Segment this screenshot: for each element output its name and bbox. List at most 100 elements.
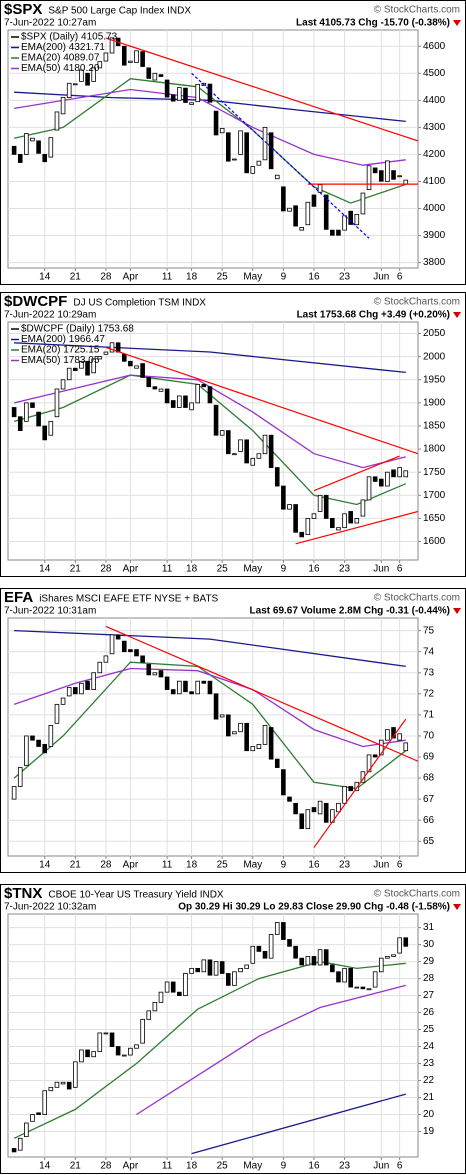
candle-body bbox=[121, 45, 127, 66]
candle-body bbox=[219, 128, 225, 134]
x-tick-label: 11 bbox=[162, 860, 173, 871]
x-tick-label: 9 bbox=[281, 564, 287, 575]
candle-body bbox=[372, 167, 378, 174]
candle-body bbox=[97, 356, 103, 360]
candle-body bbox=[262, 725, 268, 745]
candle-body bbox=[391, 954, 396, 957]
candle-body bbox=[11, 786, 17, 800]
y-tick-label: 68 bbox=[423, 773, 435, 784]
candle-body bbox=[274, 467, 280, 487]
candle-body bbox=[85, 360, 90, 376]
trendline bbox=[313, 455, 400, 492]
candle-body bbox=[378, 478, 384, 487]
candle-body bbox=[17, 154, 23, 163]
candle-body bbox=[183, 680, 188, 693]
candle-body bbox=[385, 471, 390, 487]
candle-body bbox=[287, 939, 292, 947]
x-tick-label: 25 bbox=[217, 860, 229, 871]
candle-body bbox=[330, 229, 335, 236]
candle-body bbox=[73, 367, 78, 371]
candle-body bbox=[354, 986, 360, 989]
candle-body bbox=[85, 72, 90, 86]
candle-body bbox=[305, 201, 311, 226]
candle-body bbox=[311, 194, 317, 207]
candle-body bbox=[36, 739, 41, 747]
candle-body bbox=[152, 1001, 158, 1012]
plot-area bbox=[7, 913, 419, 1158]
x-tick-label: Jun bbox=[373, 860, 389, 871]
candle-body bbox=[268, 933, 274, 959]
candle-body bbox=[60, 379, 66, 390]
plot bbox=[8, 914, 418, 1157]
candle-body bbox=[311, 807, 317, 813]
candle-body bbox=[189, 102, 194, 105]
candle-body bbox=[73, 1061, 78, 1088]
candle-body bbox=[336, 527, 341, 531]
candle-body bbox=[91, 67, 96, 82]
ema-line bbox=[13, 374, 407, 506]
candle-body bbox=[42, 154, 48, 163]
candle-body bbox=[189, 967, 194, 974]
candle-body bbox=[317, 949, 323, 966]
candle-body bbox=[66, 1081, 72, 1090]
y-tick-label: 22 bbox=[423, 1075, 435, 1086]
legend-label: EMA(200) 1966.47 bbox=[21, 334, 105, 345]
y-tick-label: 30 bbox=[423, 939, 435, 950]
candle-body bbox=[128, 649, 133, 653]
candle-body bbox=[42, 743, 48, 754]
candle-body bbox=[232, 453, 237, 456]
candle-body bbox=[164, 388, 170, 404]
candle-body bbox=[54, 703, 60, 724]
candle-body bbox=[115, 1046, 121, 1056]
x-tick-label: 25 bbox=[217, 1161, 229, 1172]
candle-body bbox=[30, 1114, 35, 1122]
down-marker bbox=[453, 312, 461, 318]
x-tick-label: 25 bbox=[217, 272, 229, 283]
candle-body bbox=[158, 670, 164, 678]
credit: © StockCharts.com bbox=[374, 889, 460, 900]
candle-body bbox=[97, 661, 103, 674]
candle-body bbox=[207, 83, 213, 103]
candle-body bbox=[336, 802, 341, 813]
candle-body bbox=[256, 160, 262, 166]
y-tick-label: 1950 bbox=[423, 374, 446, 385]
ema-line bbox=[13, 960, 406, 1139]
candle-body bbox=[219, 714, 225, 718]
candle-body bbox=[134, 649, 139, 657]
candle-body bbox=[121, 640, 127, 653]
subtitle: iShares MSCI EAFE ETF NYSE + BATS bbox=[39, 594, 218, 605]
symbol: $TNX bbox=[4, 885, 42, 902]
candle-body bbox=[360, 986, 366, 990]
candle-body bbox=[219, 430, 225, 436]
candle-body bbox=[287, 504, 292, 510]
candle-body bbox=[348, 967, 353, 988]
candle-body bbox=[244, 964, 249, 969]
candle-body bbox=[60, 697, 66, 705]
x-tick-label: 21 bbox=[70, 272, 82, 283]
legend-label: EMA(200) 4321.71 bbox=[21, 42, 105, 53]
y-tick-label: 67 bbox=[423, 794, 435, 805]
candle-body bbox=[348, 210, 353, 225]
candle-body bbox=[36, 1112, 41, 1115]
candle-body bbox=[262, 126, 268, 161]
x-tick-label: 18 bbox=[186, 272, 198, 283]
candle-body bbox=[97, 1032, 103, 1053]
candle-body bbox=[177, 680, 182, 695]
y-tick-label: 21 bbox=[423, 1092, 435, 1103]
candle-body bbox=[311, 513, 317, 519]
y-tick-label: 71 bbox=[423, 710, 435, 721]
candle-body bbox=[238, 722, 243, 733]
candle-body bbox=[128, 360, 133, 367]
x-tick-label: Apr bbox=[123, 1161, 139, 1172]
candle-body bbox=[268, 434, 274, 468]
y-tick-label: 66 bbox=[423, 815, 435, 826]
x-tick-label: 18 bbox=[186, 564, 198, 575]
x-tick-label: Apr bbox=[123, 564, 139, 575]
candle-body bbox=[66, 687, 72, 697]
candle-body bbox=[262, 434, 268, 455]
x-tick-label: Jun bbox=[373, 1161, 389, 1172]
candle-body bbox=[183, 973, 188, 996]
x-tick-label: 14 bbox=[39, 564, 51, 575]
x-tick-label: Jun bbox=[373, 272, 389, 283]
trendline bbox=[105, 346, 418, 455]
